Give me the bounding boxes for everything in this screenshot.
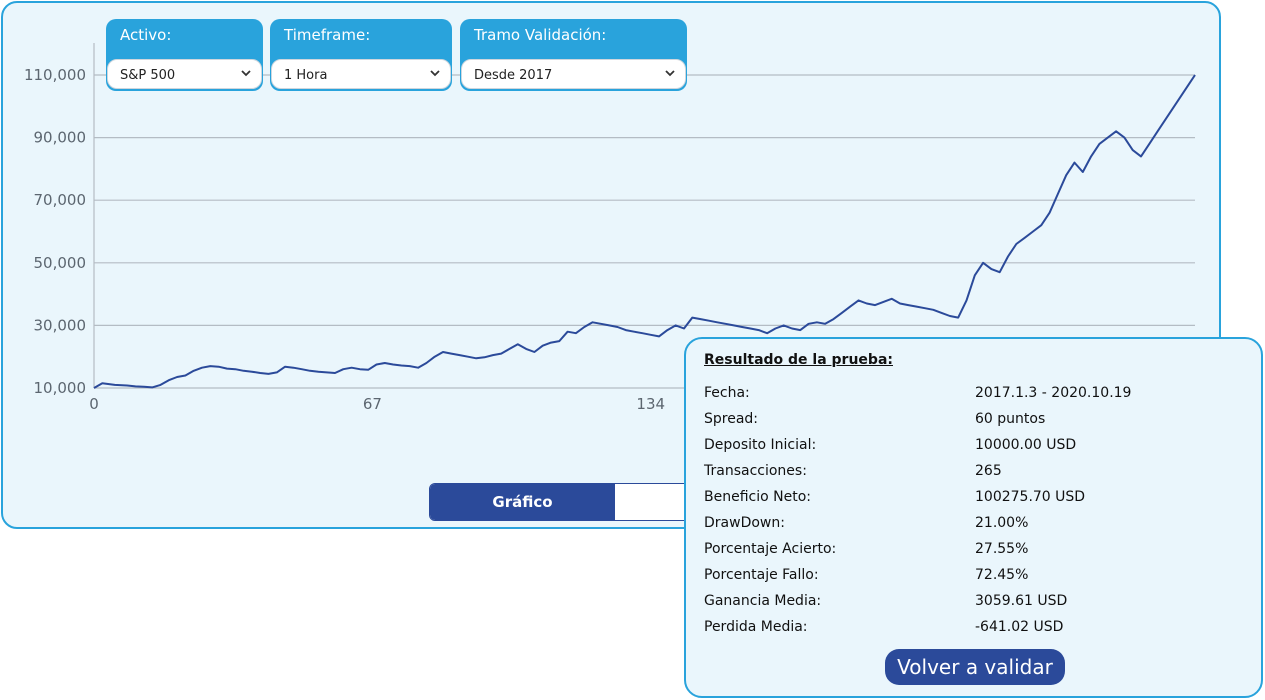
y-tick-label: 10,000 bbox=[34, 379, 87, 397]
result-label: Transacciones: bbox=[704, 463, 807, 479]
result-value: 3059.61 USD bbox=[975, 593, 1068, 609]
timeframe-dropdown[interactable]: 1 Hora bbox=[271, 59, 451, 89]
y-tick-label: 30,000 bbox=[34, 316, 87, 334]
result-value: 10000.00 USD bbox=[975, 437, 1077, 453]
result-label: Spread: bbox=[704, 411, 759, 427]
tab-grafico[interactable]: Gráfico bbox=[430, 484, 615, 520]
result-row-beneficio: Beneficio Neto: 100275.70 USD bbox=[704, 489, 1244, 511]
result-label: Deposito Inicial: bbox=[704, 437, 817, 453]
result-label: Beneficio Neto: bbox=[704, 489, 811, 505]
result-value: 265 bbox=[975, 463, 1002, 479]
asset-dropdown[interactable]: S&P 500 bbox=[107, 59, 262, 89]
timeframe-label: Timeframe: bbox=[284, 26, 371, 44]
result-row-perdida: Perdida Media: -641.02 USD bbox=[704, 619, 1244, 641]
validation-range-dropdown[interactable]: Desde 2017 bbox=[461, 59, 686, 89]
result-label: Ganancia Media: bbox=[704, 593, 822, 609]
result-row-spread: Spread: 60 puntos bbox=[704, 411, 1244, 433]
asset-selector[interactable]: Activo: S&P 500 bbox=[106, 19, 263, 91]
result-row-fallo: Porcentaje Fallo: 72.45% bbox=[704, 567, 1244, 589]
result-value: 21.00% bbox=[975, 515, 1029, 531]
y-tick-label: 110,000 bbox=[24, 66, 86, 84]
result-row-transacciones: Transacciones: 265 bbox=[704, 463, 1244, 485]
result-value: 60 puntos bbox=[975, 411, 1046, 427]
chart-panel: 10,000 30,000 50,000 70,000 90,000 110,000 0 67… bbox=[1, 1, 1221, 529]
result-label: Perdida Media: bbox=[704, 619, 808, 635]
x-tick-label: 67 bbox=[363, 395, 382, 413]
result-value: 27.55% bbox=[975, 541, 1029, 557]
result-title: Resultado de la prueba: bbox=[704, 352, 893, 368]
revalidate-button[interactable]: Volver a validar bbox=[885, 649, 1065, 685]
result-value: 100275.70 USD bbox=[975, 489, 1086, 505]
result-value: 72.45% bbox=[975, 567, 1029, 583]
result-row-ganancia: Ganancia Media: 3059.61 USD bbox=[704, 593, 1244, 615]
asset-value: S&P 500 bbox=[120, 68, 176, 83]
x-tick-label: 0 bbox=[89, 395, 99, 413]
result-row-deposito: Deposito Inicial: 10000.00 USD bbox=[704, 437, 1244, 459]
result-value: 2017.1.3 - 2020.10.19 bbox=[975, 385, 1132, 401]
y-tick-label: 90,000 bbox=[34, 129, 87, 147]
result-label: Porcentaje Fallo: bbox=[704, 567, 819, 583]
x-tick-label: 134 bbox=[636, 395, 665, 413]
y-tick-label: 50,000 bbox=[34, 254, 87, 272]
y-tick-label: 70,000 bbox=[34, 191, 87, 209]
validation-range-selector[interactable]: Tramo Validación: Desde 2017 bbox=[460, 19, 687, 91]
result-value: -641.02 USD bbox=[975, 619, 1064, 635]
result-label: Porcentaje Acierto: bbox=[704, 541, 837, 557]
result-row-drawdown: DrawDown: 21.00% bbox=[704, 515, 1244, 537]
timeframe-value: 1 Hora bbox=[284, 68, 328, 83]
result-row-fecha: Fecha: 2017.1.3 - 2020.10.19 bbox=[704, 385, 1244, 407]
timeframe-selector[interactable]: Timeframe: 1 Hora bbox=[270, 19, 452, 91]
result-row-acierto: Porcentaje Acierto: 27.55% bbox=[704, 541, 1244, 563]
chevron-down-icon bbox=[430, 70, 440, 77]
result-label: Fecha: bbox=[704, 385, 750, 401]
validation-range-value: Desde 2017 bbox=[474, 68, 553, 83]
chevron-down-icon bbox=[241, 70, 251, 77]
result-label: DrawDown: bbox=[704, 515, 785, 531]
asset-label: Activo: bbox=[120, 26, 172, 44]
result-panel: Resultado de la prueba: Fecha: 2017.1.3 -… bbox=[684, 337, 1263, 698]
validation-range-label: Tramo Validación: bbox=[474, 26, 607, 44]
series-line bbox=[93, 74, 1196, 389]
chevron-down-icon bbox=[665, 70, 675, 77]
